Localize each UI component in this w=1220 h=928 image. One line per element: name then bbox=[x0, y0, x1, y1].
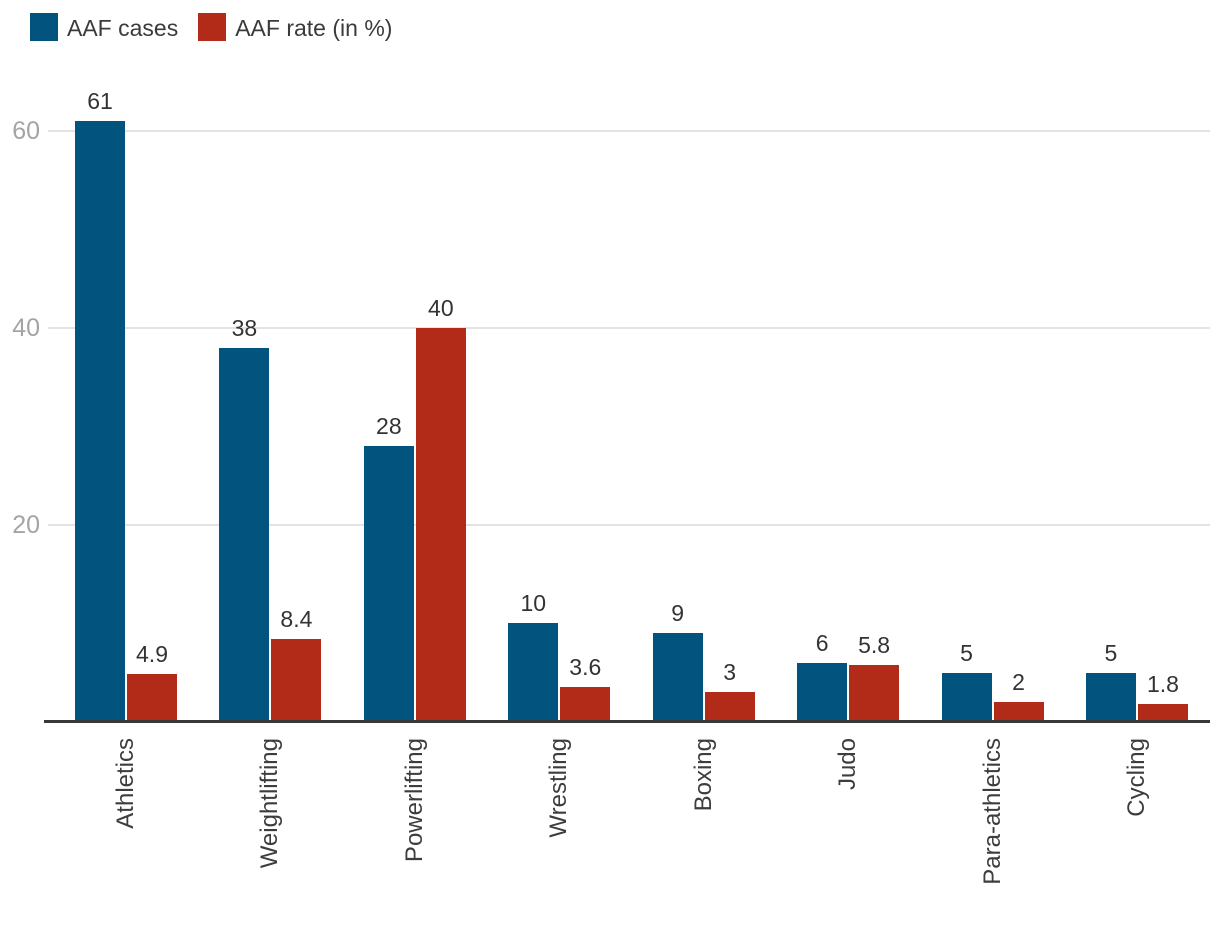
rate-bar: 3 bbox=[704, 661, 755, 722]
x-axis-line bbox=[44, 720, 1210, 723]
cases-bar: 28 bbox=[363, 415, 414, 722]
value-label: 38 bbox=[231, 315, 258, 341]
value-label: 6 bbox=[815, 630, 829, 656]
category-label: Weightlifting bbox=[256, 738, 284, 869]
rate-bar: 1.8 bbox=[1137, 673, 1188, 722]
bar-group: 5 2 Para-athletics bbox=[941, 642, 1044, 885]
bar-group: 5 1.8 Cycling bbox=[1085, 642, 1188, 817]
legend-item-rate: AAF rate (in %) bbox=[198, 13, 392, 41]
plot-area: 61 4.9 Athletics 38 8.4 Weightlifting 28 40 Powe… bbox=[44, 90, 1210, 885]
cases-bar: 6 bbox=[797, 632, 848, 722]
bars-container: 61 4.9 Athletics 38 8.4 Weightlifting 28 40 Powe… bbox=[75, 90, 1188, 885]
bar-group: 61 4.9 Athletics bbox=[75, 90, 177, 829]
cases-bar: 38 bbox=[219, 317, 270, 722]
rate-bar: 3.6 bbox=[560, 656, 611, 722]
rate-bar: 8.4 bbox=[271, 608, 322, 722]
cases-bar: 9 bbox=[652, 602, 703, 722]
legend-label-rate: AAF rate (in %) bbox=[235, 14, 393, 41]
value-label: 3 bbox=[723, 659, 737, 685]
category-label: Cycling bbox=[1123, 738, 1151, 817]
value-label: 3.6 bbox=[569, 654, 602, 680]
value-label: 1.8 bbox=[1146, 671, 1179, 697]
category-label: Para-athletics bbox=[978, 738, 1006, 885]
cases-bar: 10 bbox=[508, 592, 559, 722]
cases-bar: 5 bbox=[941, 642, 992, 722]
value-label: 40 bbox=[428, 295, 454, 321]
category-label: Boxing bbox=[689, 738, 717, 812]
gridline-20 bbox=[48, 524, 1210, 526]
gridline-60 bbox=[48, 130, 1210, 132]
value-label: 2 bbox=[1012, 669, 1025, 695]
y-tick-label: 60 bbox=[12, 117, 40, 145]
legend-label-cases: AAF cases bbox=[67, 14, 179, 41]
legend: AAF cases AAF rate (in %) bbox=[30, 13, 392, 41]
cases-bar: 5 bbox=[1085, 642, 1136, 722]
bar-group: 10 3.6 Wrestling bbox=[508, 592, 611, 838]
value-label: 5.8 bbox=[858, 632, 891, 658]
category-label-wrapper: Boxing bbox=[690, 738, 718, 811]
cases-bar: 61 bbox=[75, 90, 125, 722]
bar-group: 38 8.4 Weightlifting bbox=[219, 317, 322, 868]
category-label-wrapper: Judo bbox=[834, 738, 862, 790]
value-label: 5 bbox=[1104, 640, 1118, 666]
category-label: Athletics bbox=[112, 738, 140, 829]
value-label: 9 bbox=[671, 600, 685, 626]
bar-group: 28 40 Powerlifting bbox=[363, 297, 466, 862]
rate-swatch-icon bbox=[198, 13, 227, 41]
category-label-wrapper: Cycling bbox=[1123, 738, 1151, 817]
gridline-40 bbox=[48, 327, 1210, 329]
value-label: 28 bbox=[376, 413, 402, 439]
value-label: 5 bbox=[960, 640, 973, 666]
category-label: Judo bbox=[834, 738, 862, 791]
cases-swatch-icon bbox=[30, 13, 58, 41]
value-label: 10 bbox=[520, 590, 547, 616]
bar-group: 6 5.8 Judo bbox=[797, 632, 900, 790]
category-label-wrapper: Para-athletics bbox=[979, 738, 1007, 885]
category-label-wrapper: Powerlifting bbox=[401, 738, 429, 862]
rate-bar: 5.8 bbox=[849, 634, 900, 722]
category-label-wrapper: Athletics bbox=[112, 738, 140, 829]
category-label: Powerlifting bbox=[401, 738, 429, 863]
category-label: Wrestling bbox=[545, 738, 573, 838]
rate-bar: 40 bbox=[415, 297, 466, 722]
y-tick-label: 40 bbox=[12, 314, 40, 342]
category-label-wrapper: Weightlifting bbox=[257, 738, 285, 868]
value-label: 61 bbox=[87, 88, 113, 114]
y-tick-label: 20 bbox=[12, 511, 40, 539]
bar-group: 9 3 Boxing bbox=[652, 602, 755, 811]
rate-bar: 2 bbox=[993, 671, 1044, 722]
category-label-wrapper: Wrestling bbox=[545, 738, 573, 838]
rate-bar: 4.9 bbox=[127, 643, 177, 722]
value-label: 4.9 bbox=[136, 641, 168, 667]
legend-item-cases: AAF cases bbox=[30, 13, 178, 41]
value-label: 8.4 bbox=[280, 606, 313, 632]
